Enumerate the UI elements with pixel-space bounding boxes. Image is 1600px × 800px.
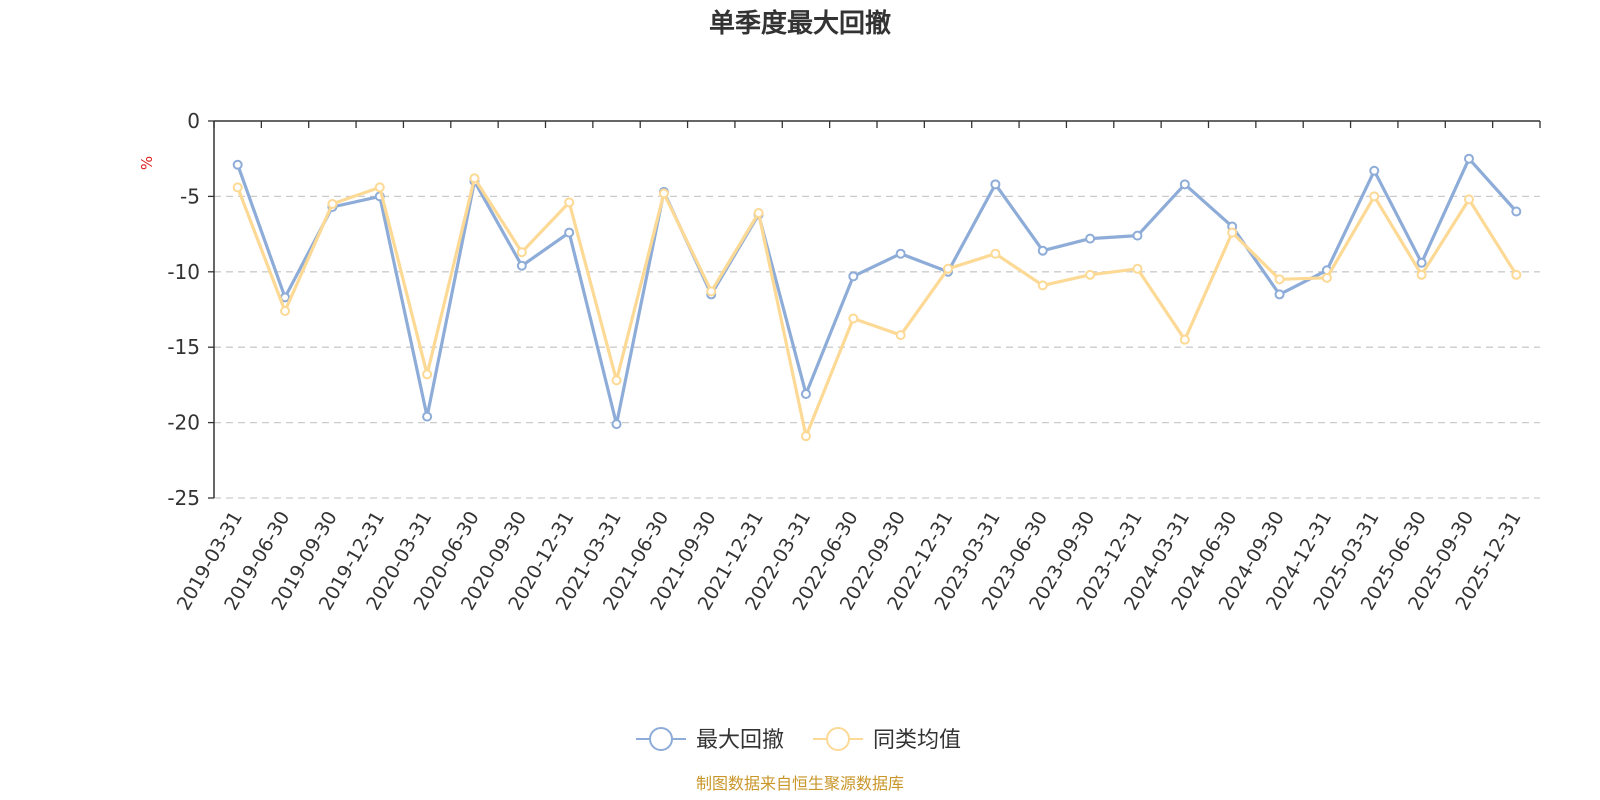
data-point[interactable] bbox=[1416, 269, 1427, 280]
data-point[interactable] bbox=[232, 182, 243, 193]
data-point[interactable] bbox=[1463, 153, 1474, 164]
legend-marker bbox=[649, 727, 673, 751]
legend-marker bbox=[826, 727, 850, 751]
data-point[interactable] bbox=[1511, 206, 1522, 217]
series-1 bbox=[232, 153, 1522, 430]
data-point[interactable] bbox=[1085, 233, 1096, 244]
data-point[interactable] bbox=[848, 313, 859, 324]
y-tick-label: -10 bbox=[167, 260, 200, 284]
data-point[interactable] bbox=[1132, 230, 1143, 241]
y-tick-label: -5 bbox=[180, 184, 200, 208]
legend-label: 同类均值 bbox=[873, 728, 961, 753]
data-point[interactable] bbox=[564, 227, 575, 238]
data-point[interactable] bbox=[895, 248, 906, 259]
data-point[interactable] bbox=[800, 431, 811, 442]
data-point[interactable] bbox=[374, 182, 385, 193]
y-tick-label: 0 bbox=[187, 109, 200, 133]
series-2 bbox=[232, 173, 1522, 442]
source-note: 制图数据来自恒生聚源数据库 bbox=[696, 774, 904, 793]
data-point[interactable] bbox=[422, 369, 433, 380]
data-point[interactable] bbox=[895, 330, 906, 341]
chart-title: 单季度最大回撤 bbox=[709, 8, 891, 39]
legend-label: 最大回撤 bbox=[696, 728, 784, 753]
data-point[interactable] bbox=[280, 306, 291, 317]
data-point[interactable] bbox=[1321, 272, 1332, 283]
data-point[interactable] bbox=[1274, 274, 1285, 285]
data-point[interactable] bbox=[516, 247, 527, 258]
data-point[interactable] bbox=[753, 207, 764, 218]
y-axis: 0 -5 -10 -15 -20 -25 bbox=[167, 109, 215, 510]
data-point[interactable] bbox=[990, 248, 1001, 259]
data-point[interactable] bbox=[611, 419, 622, 430]
legend-item[interactable]: 最大回撤 bbox=[636, 727, 784, 753]
series-line bbox=[236, 157, 1518, 426]
data-point[interactable] bbox=[1463, 194, 1474, 205]
y-axis-unit: % bbox=[138, 156, 156, 170]
y-tick-label: -25 bbox=[167, 486, 200, 510]
data-point[interactable] bbox=[990, 179, 1001, 190]
data-point[interactable] bbox=[1179, 334, 1190, 345]
data-point[interactable] bbox=[1511, 269, 1522, 280]
series-line bbox=[236, 176, 1518, 438]
series-group bbox=[232, 153, 1522, 442]
data-point[interactable] bbox=[1037, 245, 1048, 256]
data-point[interactable] bbox=[1085, 269, 1096, 280]
y-tick-label: -20 bbox=[167, 411, 200, 435]
data-point[interactable] bbox=[1227, 227, 1238, 238]
data-point[interactable] bbox=[327, 198, 338, 209]
data-point[interactable] bbox=[516, 260, 527, 271]
data-point[interactable] bbox=[1274, 289, 1285, 300]
data-point[interactable] bbox=[611, 375, 622, 386]
legend-item[interactable]: 同类均值 bbox=[813, 727, 961, 753]
data-point[interactable] bbox=[848, 271, 859, 282]
data-point[interactable] bbox=[469, 173, 480, 184]
data-point[interactable] bbox=[1132, 263, 1143, 274]
data-point[interactable] bbox=[658, 188, 669, 199]
data-point[interactable] bbox=[706, 286, 717, 297]
data-point[interactable] bbox=[1037, 280, 1048, 291]
legend[interactable]: 最大回撤 同类均值 bbox=[636, 727, 961, 753]
data-point[interactable] bbox=[564, 197, 575, 208]
data-point[interactable] bbox=[422, 411, 433, 422]
data-point[interactable] bbox=[232, 159, 243, 170]
data-point[interactable] bbox=[1416, 257, 1427, 268]
data-point[interactable] bbox=[1369, 191, 1380, 202]
data-point[interactable] bbox=[1369, 165, 1380, 176]
y-tick-label: -15 bbox=[167, 335, 200, 359]
data-point[interactable] bbox=[800, 388, 811, 399]
data-point[interactable] bbox=[943, 263, 954, 274]
data-point[interactable] bbox=[1179, 179, 1190, 190]
